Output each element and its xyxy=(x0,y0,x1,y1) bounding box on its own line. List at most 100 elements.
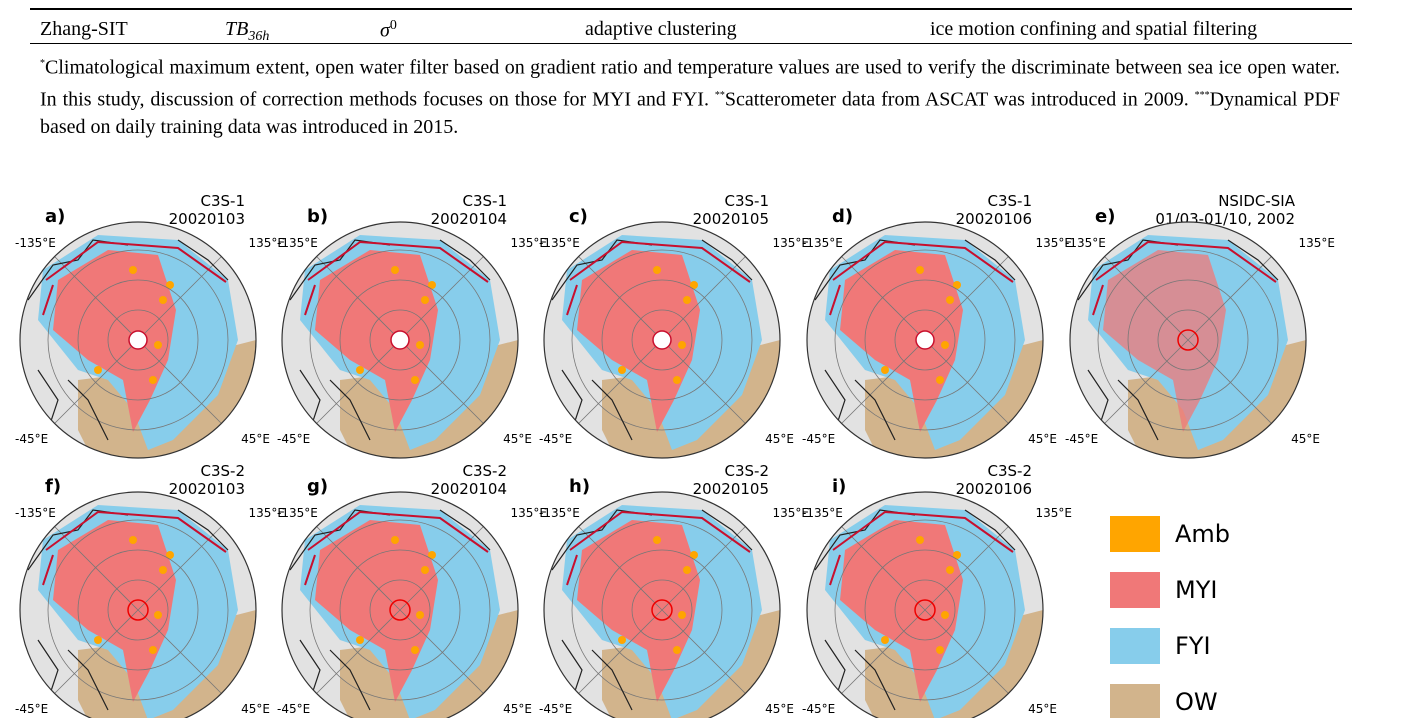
coastline xyxy=(551,239,753,441)
footnote-mark: * xyxy=(40,58,45,69)
map-amb-patch xyxy=(618,636,626,644)
lon-label: -45°E xyxy=(802,432,835,446)
table-cell: adaptive clustering xyxy=(585,18,737,41)
footnote-text: Dynamical PDF based on daily training da… xyxy=(40,88,1341,139)
lon-label: -135°E xyxy=(1065,236,1106,250)
map-amb-patch xyxy=(159,566,167,574)
map-myi xyxy=(577,520,700,702)
lon-label: 135°E xyxy=(1299,236,1336,250)
legend-swatch xyxy=(1110,628,1160,664)
panel-date: 20020103 xyxy=(169,480,245,498)
pole-hole xyxy=(915,330,935,350)
graticule xyxy=(631,309,693,371)
graticule xyxy=(77,549,199,671)
map-myi xyxy=(577,250,700,432)
pole-hole xyxy=(128,330,148,350)
panel-date: 20020106 xyxy=(956,210,1032,228)
map-amb-patch xyxy=(149,646,157,654)
lon-label: -45°E xyxy=(277,702,310,716)
map xyxy=(1070,222,1306,458)
panel-product: C3S-1 xyxy=(725,192,770,210)
panel-product: NSIDC-SIA xyxy=(1218,192,1296,210)
map-amb-patch xyxy=(653,536,661,544)
map-myi xyxy=(840,520,963,702)
meridian xyxy=(137,609,224,696)
panel-date: 20020104 xyxy=(431,480,507,498)
coastline xyxy=(814,239,1016,441)
ice-edge xyxy=(829,510,1014,586)
graticule xyxy=(631,579,693,641)
cell-text: ice motion confining and spatial filteri… xyxy=(930,18,1258,40)
graticule xyxy=(894,309,956,371)
table-cell: TB36h xyxy=(225,18,269,45)
map-amb-patch xyxy=(356,636,364,644)
lon-label: -45°E xyxy=(802,702,835,716)
map-amb-patch xyxy=(421,566,429,574)
map-amb-patch xyxy=(941,341,949,349)
graticule xyxy=(571,249,753,431)
panel-label: d) xyxy=(832,206,853,227)
graticule xyxy=(834,519,1016,701)
map-amb-patch xyxy=(690,281,698,289)
map-amb-patch xyxy=(129,536,137,544)
pole-hole xyxy=(390,330,410,350)
meridian xyxy=(314,254,401,341)
map-myi xyxy=(53,250,176,432)
pole-ring xyxy=(1177,329,1199,351)
map-amb-patch xyxy=(916,536,924,544)
pole-ring xyxy=(389,599,411,621)
map-amb-patch xyxy=(149,376,157,384)
meridian xyxy=(1187,339,1274,426)
graticule xyxy=(107,309,169,371)
panel-date: 20020105 xyxy=(693,480,769,498)
map-amb-patch xyxy=(881,636,889,644)
lon-label: 135°E xyxy=(511,236,548,250)
graticule xyxy=(47,249,229,431)
map-amb-patch xyxy=(166,281,174,289)
ice-edge xyxy=(829,240,1014,316)
lon-label: 135°E xyxy=(249,236,286,250)
map-amb-patch xyxy=(416,611,424,619)
ice-edge xyxy=(42,240,227,316)
map-border xyxy=(281,221,519,459)
map-amb-patch xyxy=(428,281,436,289)
lon-label: 135°E xyxy=(1036,506,1073,520)
lon-label: -45°E xyxy=(1065,432,1098,446)
map-amb-patch xyxy=(683,296,691,304)
map-amb-patch xyxy=(678,341,686,349)
graticule xyxy=(369,579,431,641)
map-amb-patch xyxy=(154,341,162,349)
coastline xyxy=(27,509,229,711)
map xyxy=(20,222,256,458)
cell-text: σ xyxy=(380,19,390,42)
panel-date: 20020106 xyxy=(956,480,1032,498)
meridian xyxy=(839,339,926,426)
lon-label: -45°E xyxy=(15,702,48,716)
map-amb-patch xyxy=(94,366,102,374)
map-amb-patch xyxy=(690,551,698,559)
map-amb-patch xyxy=(129,266,137,274)
lon-label: 45°E xyxy=(1028,432,1057,446)
footnote-text: Climatological maximum extent, open wate… xyxy=(40,56,1340,111)
map-amb-patch xyxy=(936,646,944,654)
lon-label: -45°E xyxy=(277,432,310,446)
panel-label: e) xyxy=(1095,206,1115,227)
panel-product: C3S-2 xyxy=(463,462,508,480)
map-amb-patch xyxy=(881,366,889,374)
graticule xyxy=(1097,249,1279,431)
meridian xyxy=(314,339,401,426)
map-border xyxy=(543,221,781,459)
lon-label: -135°E xyxy=(277,236,318,250)
map-border xyxy=(806,491,1044,718)
meridian xyxy=(661,339,748,426)
map xyxy=(20,492,256,718)
meridian xyxy=(137,339,224,426)
map-amb-patch xyxy=(428,551,436,559)
lon-label: 45°E xyxy=(241,432,270,446)
